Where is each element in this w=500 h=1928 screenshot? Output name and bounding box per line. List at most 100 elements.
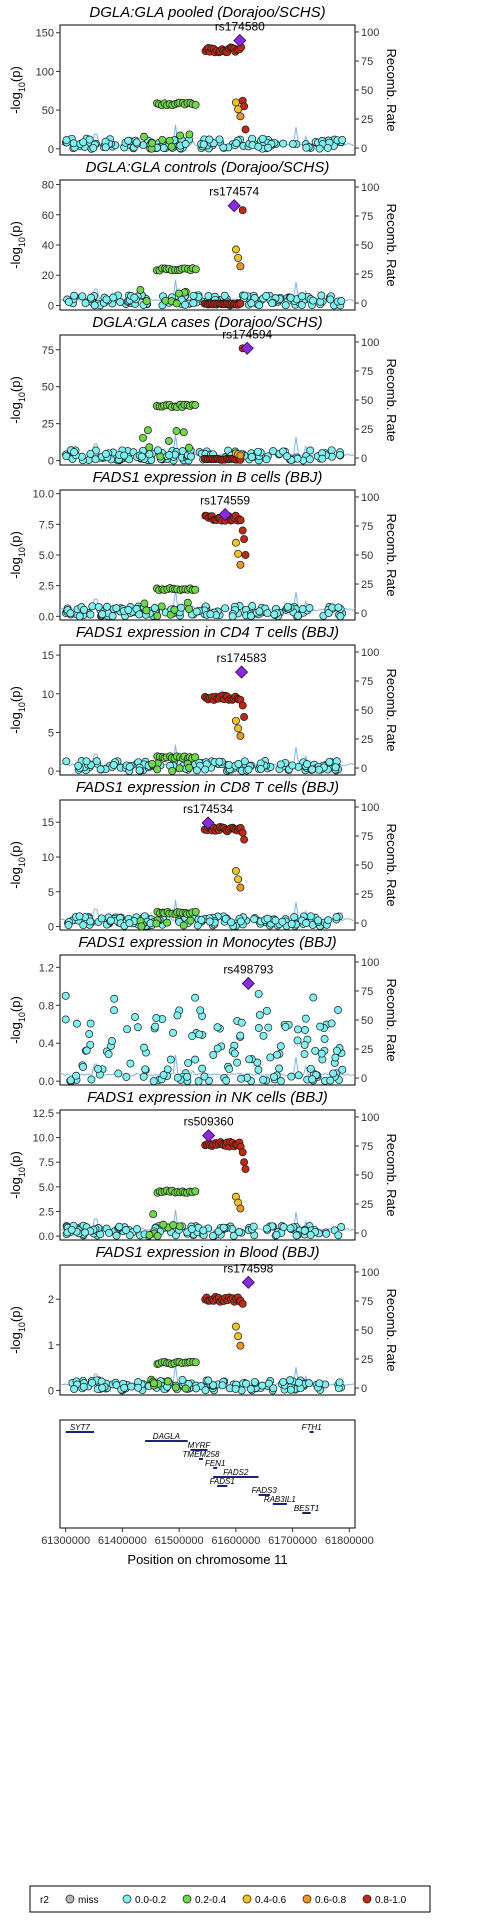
snp-points <box>68 1292 346 1395</box>
snp-point <box>201 765 210 774</box>
snp-point <box>215 135 224 144</box>
snp-point <box>200 1072 209 1081</box>
snp-point <box>300 1050 309 1059</box>
snp-point <box>62 136 71 145</box>
snp-point <box>86 1019 95 1028</box>
snp-point <box>181 1384 190 1393</box>
snp-point <box>288 761 297 770</box>
snp-point <box>165 451 174 460</box>
y-axis-label-sub: 10 <box>17 237 27 247</box>
snp-point <box>114 1069 123 1078</box>
snp-point <box>148 139 157 148</box>
snp-point <box>185 443 193 452</box>
snp-points <box>64 822 343 931</box>
gene-label: FEN1 <box>205 1459 225 1468</box>
snp-point <box>127 1382 136 1391</box>
snp-point <box>101 143 110 152</box>
snp-point <box>231 1384 240 1393</box>
snp-point <box>90 301 99 310</box>
snp-point <box>231 1322 240 1331</box>
snp-point <box>236 917 245 926</box>
snp-point <box>135 766 144 775</box>
x-tick-label: 61500000 <box>155 1535 204 1547</box>
snp-point <box>133 1225 141 1234</box>
snp-point <box>116 298 125 306</box>
y-axis-label-part: (p) <box>8 531 23 547</box>
snp-point <box>98 1383 107 1392</box>
y-tick-label: 10.0 <box>33 489 54 501</box>
right-tick-label: 100 <box>361 1112 379 1124</box>
snp-point <box>326 1076 335 1085</box>
snp-point <box>247 611 255 620</box>
snp-point <box>266 1053 275 1062</box>
y-tick-label: 1 <box>48 1340 54 1352</box>
snp-point <box>272 1230 281 1239</box>
snp-point <box>115 1222 124 1231</box>
snp-points <box>62 1138 346 1240</box>
snp-point <box>331 1053 340 1062</box>
snp-point <box>275 1064 284 1073</box>
snp-point <box>236 731 245 740</box>
snp-point <box>240 291 249 300</box>
panel-title: FADS1 expression in Monocytes (BBJ) <box>78 934 336 951</box>
snp-point <box>262 1006 271 1015</box>
snp-point <box>271 916 280 925</box>
snp-point <box>219 143 228 152</box>
y-axis-label: -log10(p) <box>8 376 27 424</box>
snp-point <box>281 301 290 310</box>
snp-point <box>191 753 200 762</box>
gene-label: FADS1 <box>210 1477 235 1486</box>
snp-point <box>173 1073 182 1082</box>
snp-point <box>294 1378 303 1387</box>
snp-point <box>258 1381 267 1390</box>
snp-point <box>179 428 188 437</box>
y-tick-label: 5.0 <box>39 1182 54 1194</box>
right-tick-label: 75 <box>361 831 373 843</box>
snp-point <box>78 292 87 301</box>
snp-point <box>87 293 95 302</box>
y-axis-label-part: -log <box>8 867 23 889</box>
snp-point <box>316 1022 325 1031</box>
snp-point <box>286 1376 295 1385</box>
y-axis-label-sub: 10 <box>17 857 27 867</box>
y-tick-label: 60 <box>42 210 54 222</box>
snp-point <box>124 606 133 614</box>
panel-8: FADS1 expression in NK cells (BBJ) 0.0 2.5… <box>8 1089 399 1243</box>
snp-point <box>185 763 194 772</box>
snp-point <box>278 917 287 926</box>
snp-point <box>168 766 177 775</box>
gene-track-frame <box>59 1419 356 1529</box>
snp-point <box>176 131 185 140</box>
snp-point <box>335 450 344 459</box>
snp-point <box>236 1341 245 1350</box>
snp-point <box>149 1379 158 1388</box>
snp-point <box>230 1049 239 1058</box>
snp-point <box>306 1230 315 1239</box>
right-axis-label: Recomb. Rate <box>384 668 399 751</box>
snp-point <box>175 1222 184 1231</box>
snp-point <box>277 1077 285 1086</box>
legend-swatch <box>65 1894 75 1904</box>
panel-1: DGLA:GLA pooled (Dorajoo/SCHS) 0 50 100 150 0… <box>8 4 399 156</box>
snp-point <box>250 1377 259 1386</box>
lead-snp-marker <box>218 507 232 522</box>
snp-point <box>262 292 271 300</box>
snp-point <box>91 455 100 464</box>
snp-point <box>303 760 311 769</box>
y-tick-label: 2 <box>48 1294 54 1306</box>
snp-point <box>213 1023 222 1032</box>
x-tick-label: 61400000 <box>98 1535 147 1547</box>
snp-point <box>254 142 263 151</box>
snp-point <box>204 292 213 301</box>
right-tick-label: 100 <box>361 492 379 504</box>
y-tick-label: 75 <box>42 345 54 357</box>
snp-point <box>262 1224 271 1233</box>
snp-point <box>286 293 295 302</box>
snp-point <box>246 1385 255 1394</box>
y-axis-label-part: (p) <box>8 996 23 1012</box>
gene-label: FTH1 <box>302 1423 322 1432</box>
lead-snp-marker <box>234 665 249 679</box>
right-tick-label: 75 <box>361 366 373 378</box>
